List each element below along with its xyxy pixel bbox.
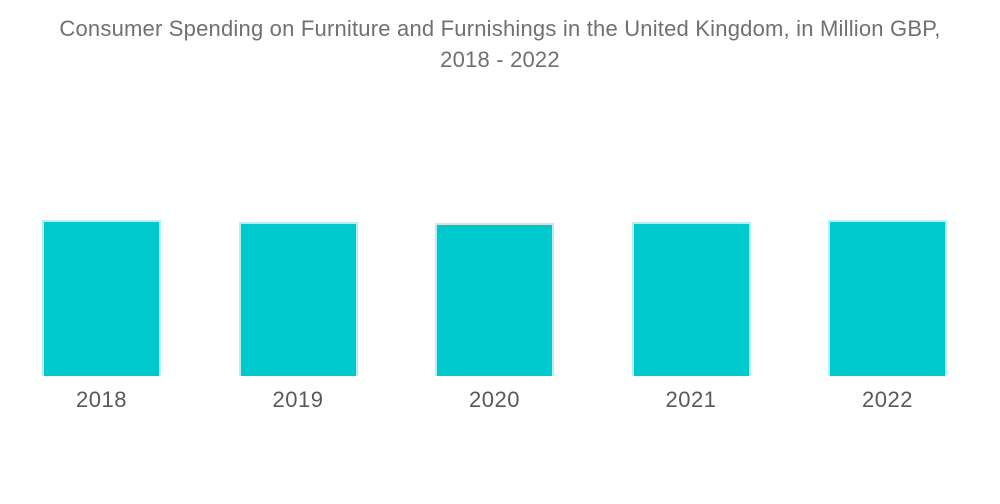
x-axis-label-2019: 2019 [272, 387, 324, 412]
chart-title: Consumer Spending on Furniture and Furni… [0, 13, 1000, 75]
bar-2018[interactable] [42, 220, 161, 376]
chart-title-line-1: Consumer Spending on Furniture and Furni… [59, 16, 941, 41]
x-axis-label-2021: 2021 [665, 387, 717, 412]
x-axis-label-2020: 2020 [469, 387, 520, 412]
x-axis-labels: 2018 2019 2020 2021 2022 [42, 376, 947, 413]
x-axis-label-2022: 2022 [862, 387, 913, 412]
x-axis-label-2018: 2018 [76, 387, 127, 412]
bar-2021[interactable] [631, 222, 751, 376]
plot-area [42, 0, 947, 376]
bar-2019[interactable] [238, 222, 358, 376]
bar-2022[interactable] [828, 220, 947, 376]
chart-title-line-2: 2018 - 2022 [440, 47, 560, 72]
bar-2020[interactable] [435, 223, 554, 376]
